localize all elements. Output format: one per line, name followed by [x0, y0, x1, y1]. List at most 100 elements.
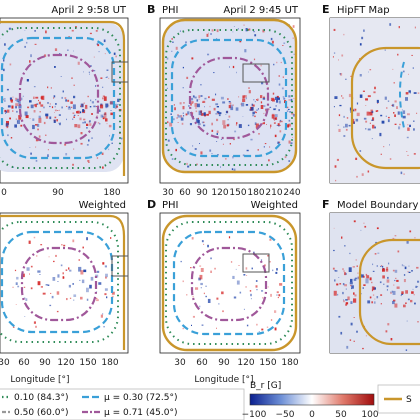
field-speckle — [371, 281, 373, 284]
field-speckle — [173, 104, 175, 106]
field-speckle — [69, 269, 72, 272]
field-speckle — [380, 114, 383, 117]
field-speckle — [356, 112, 360, 117]
field-speckle — [33, 236, 36, 239]
field-speckle — [99, 123, 101, 125]
field-speckle — [120, 137, 123, 140]
field-speckle — [246, 324, 249, 327]
field-speckle — [261, 82, 264, 85]
field-speckle — [66, 298, 68, 301]
panel-d-letter: D — [147, 198, 156, 211]
field-speckle — [47, 154, 49, 157]
field-speckle — [346, 117, 349, 119]
field-speckle — [274, 96, 278, 100]
field-speckle — [362, 347, 364, 350]
field-speckle — [273, 63, 275, 66]
field-speckle — [110, 110, 112, 111]
field-speckle — [194, 103, 198, 107]
field-speckle — [189, 114, 191, 116]
field-speckle — [35, 96, 39, 99]
field-speckle — [260, 95, 263, 99]
field-speckle — [106, 76, 108, 78]
field-speckle — [96, 157, 99, 159]
field-speckle — [386, 266, 389, 270]
field-speckle — [200, 287, 202, 289]
field-speckle — [200, 151, 203, 155]
field-speckle — [89, 106, 92, 108]
field-speckle — [24, 30, 26, 31]
field-speckle — [37, 128, 39, 131]
field-speckle — [198, 95, 201, 99]
field-speckle — [18, 101, 21, 105]
field-speckle — [12, 326, 15, 328]
field-speckle — [281, 87, 284, 90]
field-speckle — [389, 144, 390, 146]
field-speckle — [238, 265, 240, 266]
field-speckle — [232, 31, 234, 33]
field-speckle — [208, 32, 209, 34]
field-speckle — [93, 56, 95, 58]
field-speckle — [353, 292, 355, 295]
field-speckle — [253, 58, 256, 61]
field-speckle — [267, 87, 269, 88]
field-speckle — [216, 141, 218, 142]
field-speckle — [174, 107, 176, 111]
field-speckle — [82, 109, 85, 113]
field-speckle — [11, 105, 14, 109]
field-speckle — [345, 302, 349, 305]
field-speckle — [7, 134, 9, 137]
field-speckle — [89, 32, 92, 35]
field-speckle — [200, 282, 203, 286]
corner-legend: S — [377, 384, 420, 414]
field-speckle — [249, 290, 252, 292]
field-speckle — [292, 114, 296, 117]
field-speckle — [83, 118, 86, 121]
field-speckle — [64, 143, 67, 146]
field-speckle — [216, 106, 219, 108]
field-speckle — [335, 179, 337, 182]
field-speckle — [211, 122, 213, 126]
field-speckle — [377, 252, 380, 254]
field-speckle — [192, 145, 194, 147]
field-speckle — [233, 26, 235, 27]
field-speckle — [245, 28, 248, 32]
field-speckle — [386, 107, 388, 109]
field-speckle — [262, 297, 264, 299]
field-speckle — [340, 331, 343, 335]
panel-d-xtick: 120 — [237, 358, 254, 368]
panel-b-xtick: 90 — [196, 188, 208, 198]
field-speckle — [403, 173, 405, 175]
field-speckle — [356, 102, 359, 105]
field-speckle — [68, 36, 70, 38]
field-speckle — [288, 123, 291, 127]
field-speckle — [267, 286, 269, 288]
field-speckle — [89, 120, 91, 123]
field-speckle — [29, 60, 31, 63]
field-speckle — [392, 103, 395, 107]
field-speckle — [80, 132, 83, 135]
field-speckle — [282, 76, 284, 78]
field-speckle — [57, 281, 59, 282]
field-speckle — [369, 69, 372, 71]
field-speckle — [110, 100, 114, 105]
field-speckle — [61, 96, 63, 99]
field-speckle — [338, 277, 340, 278]
corner-legend-label: S — [406, 395, 412, 405]
field-speckle — [359, 150, 362, 152]
field-speckle — [107, 104, 109, 106]
field-speckle — [374, 126, 376, 129]
panel-d-title-right: Weighted — [251, 200, 298, 211]
field-speckle — [35, 124, 38, 126]
field-speckle — [382, 268, 385, 272]
field-speckle — [260, 105, 264, 109]
field-speckle — [100, 314, 103, 318]
field-speckle — [365, 105, 367, 106]
field-speckle — [179, 30, 181, 32]
field-speckle — [365, 273, 368, 276]
field-speckle — [286, 110, 289, 112]
field-speckle — [334, 269, 336, 272]
field-speckle — [251, 103, 254, 106]
panel-d-zoom-box — [242, 253, 270, 273]
field-speckle — [8, 27, 11, 30]
field-speckle — [44, 54, 47, 57]
